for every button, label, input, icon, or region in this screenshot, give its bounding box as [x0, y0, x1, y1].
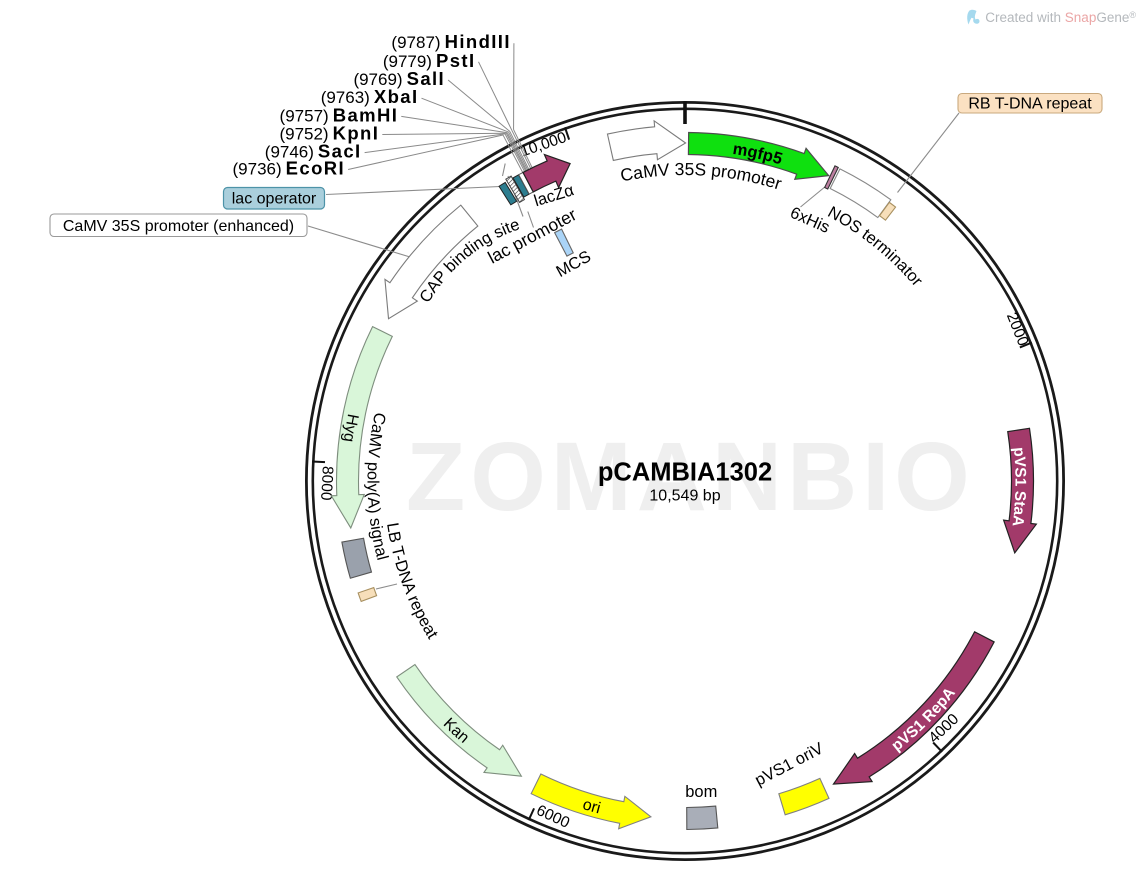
svg-text:(9787)HindIII: (9787) HindIII: [391, 31, 510, 52]
svg-text:RB T-DNA repeat: RB T-DNA repeat: [968, 96, 1092, 113]
svg-text:10,549 bp: 10,549 bp: [649, 488, 720, 505]
svg-text:(9746)SacI: (9746) SacI: [265, 141, 362, 162]
svg-text:Hyg: Hyg: [340, 413, 361, 444]
svg-text:(9779)PstI: (9779) PstI: [383, 50, 476, 71]
svg-text:pCAMBIA1302: pCAMBIA1302: [598, 459, 772, 487]
svg-text:ZOMANBIO: ZOMANBIO: [406, 422, 975, 531]
svg-text:(9736)EcoRI: (9736) EcoRI: [233, 158, 346, 179]
svg-text:bom: bom: [685, 783, 717, 801]
svg-text:(9763)XbaI: (9763) XbaI: [321, 86, 419, 107]
svg-text:(9769)SalI: (9769) SalI: [353, 68, 445, 89]
svg-text:(9757)BamHI: (9757) BamHI: [280, 104, 399, 125]
svg-text:8000: 8000: [317, 466, 336, 502]
svg-text:pVS1 StaA: pVS1 StaA: [1009, 446, 1029, 527]
svg-text:lac operator: lac operator: [232, 191, 317, 208]
svg-text:ori: ori: [581, 796, 603, 817]
svg-text:(9752)KpnI: (9752) KpnI: [279, 123, 379, 144]
svg-text:Created with SnapGene®: Created with SnapGene®: [985, 10, 1136, 25]
svg-text:CaMV 35S promoter (enhanced): CaMV 35S promoter (enhanced): [63, 218, 294, 235]
